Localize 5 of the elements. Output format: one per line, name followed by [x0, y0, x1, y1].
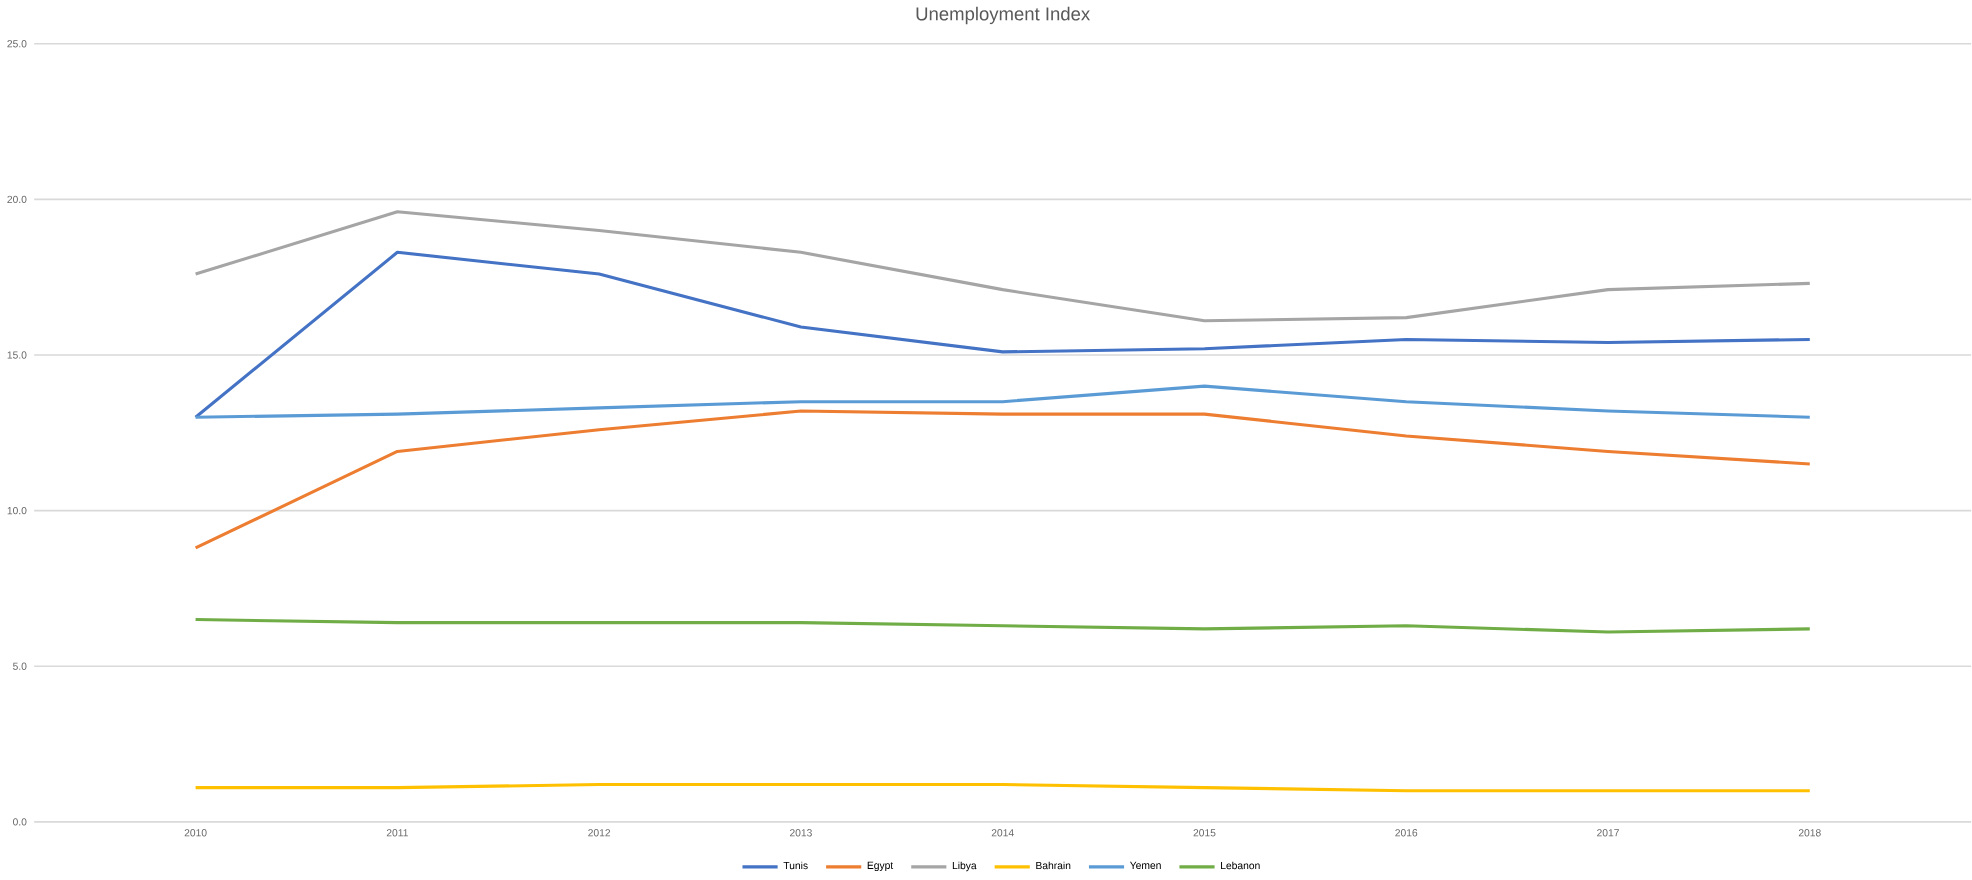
line-series — [194, 384, 1812, 419]
chart-title: Unemployment Index — [916, 6, 1090, 24]
line-series — [194, 409, 1812, 550]
line-series — [194, 210, 1812, 323]
line-series — [194, 250, 1812, 419]
